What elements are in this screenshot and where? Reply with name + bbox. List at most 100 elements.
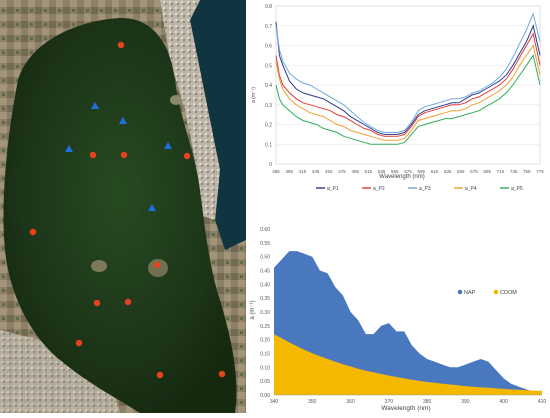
x-tick-label: 655: [457, 169, 465, 174]
legend-swatch: [493, 289, 499, 295]
station-circle-marker: [93, 299, 101, 307]
x-tick-label: 675: [470, 169, 478, 174]
legend-label: a_P4: [465, 186, 477, 192]
x-tick-label: 695: [483, 169, 491, 174]
legend-label: a_P2: [373, 186, 385, 192]
x-tick-label: 755: [523, 169, 531, 174]
y-tick-label: 0.3: [265, 103, 272, 109]
y-axis-label: a (m⁻¹): [250, 300, 256, 319]
satellite-map: [0, 0, 246, 413]
sampling-stations: [29, 41, 226, 379]
x-tick-label: 400: [500, 399, 509, 405]
x-tick-label: 615: [431, 169, 439, 174]
x-tick-label: 385: [272, 169, 280, 174]
station-circle-marker: [153, 261, 161, 269]
x-tick-label: 360: [346, 399, 355, 405]
series-areas: [274, 251, 542, 396]
tick-labels: 0.00 0.05 0.10 0.15 0.20 0.25 0.30 0.35 0.40 0.45…: [260, 227, 546, 405]
station-circle-marker: [120, 151, 128, 159]
station-triangle-marker: [148, 204, 156, 211]
legend-label: a_P3: [419, 186, 431, 192]
x-tick-label: 380: [423, 399, 432, 405]
station-circle-marker: [218, 370, 226, 378]
x-tick-label: 410: [538, 399, 547, 405]
station-circle-marker: [117, 41, 125, 49]
x-tick-label: 415: [299, 169, 307, 174]
series-line-a_P5: [275, 54, 541, 145]
y-tick-label: 0.05: [260, 379, 270, 385]
x-tick-label: 370: [385, 399, 394, 405]
x-tick-label: 435: [312, 169, 320, 174]
x-tick-label: 515: [365, 169, 373, 174]
y-tick-label: 0.10: [260, 365, 270, 371]
x-tick-label: 455: [325, 169, 333, 174]
x-tick-label: 475: [338, 169, 346, 174]
grid: [275, 5, 541, 165]
y-axis-label: a (m⁻¹): [251, 87, 257, 103]
station-circle-marker: [29, 228, 37, 236]
y-tick-label: 0.45: [260, 269, 270, 275]
station-triangle-marker: [119, 117, 127, 124]
y-tick-label: 0.1: [265, 142, 272, 148]
station-triangle-marker: [65, 145, 73, 152]
y-tick-label: 0.60: [260, 227, 270, 233]
x-tick-label: 735: [510, 169, 518, 174]
y-tick-label: 0.35: [260, 296, 270, 302]
y-tick-label: 0.20: [260, 338, 270, 344]
series-line-a_P3: [275, 12, 541, 133]
nap-cdom-area-chart-svg: 0.00 0.05 0.10 0.15 0.20 0.25 0.30 0.35 0.40 0.45…: [250, 227, 546, 412]
y-tick-label: 0.55: [260, 241, 270, 247]
x-axis-label: Wavelength (nm): [379, 174, 424, 180]
y-tick-label: 0.8: [265, 4, 272, 10]
series-lines: [275, 12, 541, 145]
nap-cdom-area-chart: 0.00 0.05 0.10 0.15 0.20 0.25 0.30 0.35 0.40 0.45…: [246, 215, 550, 413]
y-tick-label: 0.6: [265, 44, 272, 50]
station-triangle-marker: [164, 142, 172, 149]
x-tick-label: 715: [497, 169, 505, 174]
series-area-NAP: [274, 251, 542, 395]
x-tick-label: 635: [444, 169, 452, 174]
x-tick-label: 395: [285, 169, 293, 174]
legend-label: a_P1: [327, 186, 339, 192]
legend-label: a_P5: [511, 186, 523, 192]
x-tick-label: 775: [536, 169, 544, 174]
y-tick-label: 0.2: [265, 123, 272, 129]
y-tick-label: 0.5: [265, 63, 272, 69]
station-circle-marker: [124, 298, 132, 306]
station-circle-marker: [156, 371, 164, 379]
series-line-a_P1: [275, 21, 541, 135]
station-circle-marker: [183, 152, 191, 160]
x-tick-label: 350: [308, 399, 317, 405]
y-tick-label: 0.4: [265, 83, 272, 89]
y-tick-label: 0.30: [260, 310, 270, 316]
station-circle-marker: [89, 151, 97, 159]
station-circle-marker: [75, 339, 83, 347]
series-area-CDOM: [274, 334, 542, 395]
map-image: [0, 0, 246, 413]
y-tick-label: 0.25: [260, 324, 270, 330]
legend-swatch: [457, 289, 463, 295]
y-tick-label: 0.7: [265, 24, 272, 30]
y-tick-label: 0.50: [260, 255, 270, 261]
x-tick-label: 390: [461, 399, 470, 405]
x-tick-label: 495: [351, 169, 359, 174]
x-tick-label: 555: [391, 169, 399, 174]
x-axis-label: Wavelength (nm): [381, 405, 430, 412]
y-tick-label: 0.15: [260, 352, 270, 358]
legend-label: NAP: [464, 290, 476, 296]
legend: a_P1 a_P2 a_P3 a_P4 a_P5: [316, 186, 523, 192]
legend-label: CDOM: [500, 290, 517, 296]
y-tick-label: 0: [269, 162, 272, 168]
y-tick-label: 0.00: [260, 393, 270, 399]
legend: NAP CDOM: [457, 289, 517, 296]
y-tick-label: 0.40: [260, 282, 270, 288]
x-tick-label: 535: [378, 169, 386, 174]
absorption-line-chart-svg: 0 0.1 0.2 0.3 0.4 0.5 0.6 0.7 0.8 385 395 415 435 455…: [251, 4, 544, 192]
station-triangle-marker: [91, 102, 99, 109]
x-tick-label: 595: [417, 169, 425, 174]
tick-labels: 0 0.1 0.2 0.3 0.4 0.5 0.6 0.7 0.8 385 395 415 435 455…: [265, 4, 544, 174]
series-line-a_P2: [275, 32, 541, 137]
x-tick-label: 575: [404, 169, 412, 174]
absorption-line-chart: 0 0.1 0.2 0.3 0.4 0.5 0.6 0.7 0.8 385 395 415 435 455…: [246, 0, 550, 200]
x-tick-label: 340: [270, 399, 279, 405]
